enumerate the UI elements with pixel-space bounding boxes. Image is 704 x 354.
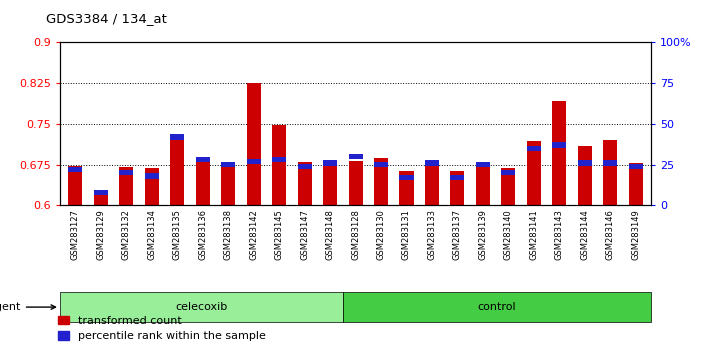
Bar <box>553 142 567 148</box>
Bar <box>323 163 337 205</box>
Bar <box>119 167 133 205</box>
Bar <box>196 157 210 162</box>
Bar <box>119 170 133 176</box>
Text: GSM283137: GSM283137 <box>453 209 462 260</box>
Text: GSM283138: GSM283138 <box>224 209 232 260</box>
Bar <box>399 175 413 180</box>
Bar <box>603 140 617 205</box>
Text: GSM283142: GSM283142 <box>249 209 258 259</box>
Bar <box>196 162 210 205</box>
Text: GSM283143: GSM283143 <box>555 209 564 260</box>
Text: GSM283148: GSM283148 <box>325 209 334 260</box>
Bar <box>298 162 312 205</box>
Bar <box>629 163 643 205</box>
Bar <box>527 145 541 151</box>
Text: GSM283127: GSM283127 <box>70 209 80 260</box>
Bar <box>451 175 465 180</box>
Text: GSM283130: GSM283130 <box>377 209 386 260</box>
Bar <box>246 83 260 205</box>
Bar <box>553 101 567 205</box>
Text: GSM283129: GSM283129 <box>96 209 105 259</box>
Bar <box>527 141 541 205</box>
Bar <box>501 170 515 176</box>
Bar <box>399 171 413 205</box>
Bar <box>374 158 388 205</box>
Text: GSM283133: GSM283133 <box>427 209 436 260</box>
Legend: transformed count, percentile rank within the sample: transformed count, percentile rank withi… <box>58 315 266 341</box>
Text: GSM283145: GSM283145 <box>275 209 284 259</box>
Bar <box>374 162 388 167</box>
Bar <box>272 125 286 205</box>
Bar <box>578 145 592 205</box>
Text: agent: agent <box>0 302 56 312</box>
Bar <box>60 292 343 322</box>
Text: GDS3384 / 134_at: GDS3384 / 134_at <box>46 12 167 25</box>
Bar <box>94 193 108 205</box>
Text: GSM283132: GSM283132 <box>122 209 131 260</box>
Bar <box>144 169 158 205</box>
Text: celecoxib: celecoxib <box>175 302 227 312</box>
Text: GSM283135: GSM283135 <box>172 209 182 260</box>
Bar <box>323 160 337 166</box>
Bar <box>68 167 82 172</box>
Bar <box>501 169 515 205</box>
Text: GSM283147: GSM283147 <box>300 209 309 260</box>
Text: GSM283149: GSM283149 <box>631 209 641 259</box>
Bar <box>476 162 490 167</box>
Bar <box>272 157 286 162</box>
Bar <box>343 292 651 322</box>
Text: control: control <box>478 302 516 312</box>
Bar <box>68 166 82 205</box>
Bar <box>298 164 312 169</box>
Bar <box>629 164 643 169</box>
Text: GSM283141: GSM283141 <box>529 209 539 259</box>
Text: GSM283131: GSM283131 <box>402 209 411 260</box>
Text: GSM283146: GSM283146 <box>606 209 615 260</box>
Bar <box>451 171 465 205</box>
Bar <box>144 173 158 179</box>
Bar <box>578 160 592 166</box>
Bar <box>221 162 235 167</box>
Bar <box>476 164 490 205</box>
Bar <box>246 159 260 164</box>
Bar <box>170 134 184 139</box>
Text: GSM283144: GSM283144 <box>580 209 589 259</box>
Bar <box>94 190 108 195</box>
Bar <box>425 166 439 205</box>
Bar <box>425 160 439 166</box>
Text: GSM283140: GSM283140 <box>504 209 513 259</box>
Text: GSM283139: GSM283139 <box>479 209 487 260</box>
Bar <box>348 161 363 205</box>
Text: GSM283128: GSM283128 <box>351 209 360 260</box>
Bar <box>348 154 363 159</box>
Bar <box>221 164 235 205</box>
Text: GSM283134: GSM283134 <box>147 209 156 260</box>
Bar <box>170 140 184 205</box>
Text: GSM283136: GSM283136 <box>198 209 207 260</box>
Bar <box>603 160 617 166</box>
